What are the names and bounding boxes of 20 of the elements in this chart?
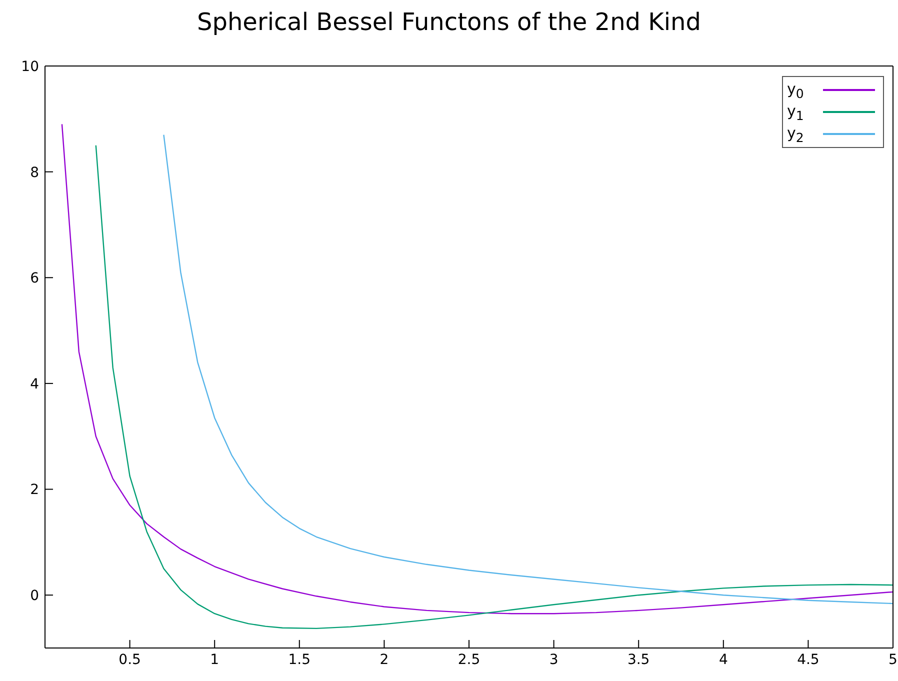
y-tick-label: 10 — [21, 58, 39, 75]
y-tick-label: 8 — [30, 164, 39, 181]
x-tick-label: 0.5 — [118, 652, 141, 668]
x-tick-label: 4 — [718, 652, 728, 668]
y-tick-label: 2 — [30, 482, 39, 498]
y-tick-label: 0 — [30, 588, 39, 604]
y-tick-label: 6 — [30, 270, 40, 287]
legend-label: y$_{0}$ — [787, 80, 805, 100]
x-tick-label: 3 — [549, 652, 558, 668]
x-tick-label: 3.5 — [627, 652, 650, 668]
legend-label: y$_{2}$ — [787, 124, 805, 144]
x-tick-label: 1.5 — [288, 652, 311, 668]
x-tick-label: 4.5 — [797, 652, 820, 668]
x-tick-label: 2.5 — [458, 652, 480, 668]
chart-title: Spherical Bessel Functons of the 2nd Kind — [196, 8, 702, 36]
x-tick-label: 2 — [380, 652, 389, 668]
y-tick-label: 4 — [30, 376, 40, 392]
legend-label: y$_{1}$ — [787, 102, 805, 122]
x-tick-label: 5 — [888, 652, 898, 668]
x-tick-label: 1 — [210, 652, 220, 668]
